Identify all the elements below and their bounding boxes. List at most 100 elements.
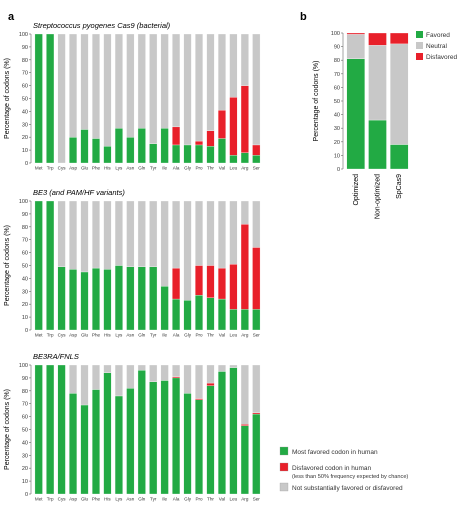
category-label: Ile — [162, 166, 167, 171]
charts-layer: Streptococcus pyogenes Cas9 (bacterial) P… — [4, 21, 409, 502]
legend-panel-b: Favored Neutral Disfavored — [416, 31, 457, 61]
bar-segment-disfavored — [172, 376, 181, 379]
bar-segment-disfavored — [217, 109, 226, 139]
y-tick-label: 50 — [22, 428, 28, 434]
bar-segment-favored — [195, 295, 203, 331]
y-tick-label: 10 — [334, 153, 340, 159]
bar-segment-favored — [34, 33, 43, 164]
bar-segment-neutral — [160, 33, 169, 129]
y-tick-label: 90 — [22, 376, 28, 382]
y-tick-label: 70 — [334, 72, 340, 78]
bar-segment-favored — [46, 33, 55, 164]
bar-segment-disfavored — [229, 264, 238, 310]
category-label: Phe — [92, 497, 101, 502]
category-label: Tyr — [150, 166, 157, 171]
category-label: Met — [35, 497, 43, 502]
category-label: Cys — [58, 333, 67, 338]
bar-segment-neutral — [149, 364, 158, 382]
bar-segment-favored — [252, 155, 261, 164]
bar-segment-favored — [149, 143, 158, 164]
bar-segment-favored — [160, 380, 169, 495]
y-tick-label: 20 — [22, 466, 28, 472]
bar-segment-favored — [240, 309, 249, 331]
category-label: Glu — [81, 166, 89, 171]
bar-segment-disfavored — [229, 97, 238, 156]
bar-segment-favored — [92, 389, 100, 495]
bar-segment-favored — [57, 364, 66, 495]
bar-segment-favored — [172, 144, 181, 164]
bar-segment-favored — [206, 146, 215, 164]
y-tick-label: 100 — [331, 31, 340, 37]
bar-segment-neutral — [137, 33, 146, 129]
bar-segment-favored — [240, 425, 249, 495]
bar-segment-favored — [34, 200, 43, 331]
bar-segment-favored — [69, 137, 78, 164]
bar-segment-favored — [114, 395, 123, 495]
category-label: Leu — [230, 497, 238, 502]
bar-segment-favored — [34, 364, 43, 495]
bar-segment-favored — [114, 128, 123, 164]
legend-swatch-favored — [416, 31, 423, 38]
bar-segment-favored — [126, 137, 135, 164]
bar-segment-favored — [195, 144, 203, 164]
bar-segment-neutral — [229, 364, 238, 368]
bar-segment-neutral — [183, 200, 192, 301]
bar-segment-favored — [172, 298, 181, 331]
category-label: Cys — [58, 166, 67, 171]
category-label: Asn — [126, 333, 134, 338]
bar-segment-neutral — [252, 33, 261, 146]
bar-segment-neutral — [114, 200, 123, 266]
y-axis-label: Percentage of codons (%) — [4, 225, 11, 306]
chart-4: Percentage of codons (%) 0 10 20 30 40 50 60 70 8… — [313, 31, 409, 219]
bar-segment-favored — [137, 370, 146, 495]
bar-segment-neutral — [240, 200, 249, 225]
panel-a-letter: a — [8, 11, 15, 23]
bar-segment-neutral — [183, 364, 192, 394]
y-tick-label: 50 — [22, 264, 28, 270]
bar-segment-neutral — [69, 200, 78, 270]
bar-segment-favored — [46, 200, 55, 331]
y-tick-label: 50 — [334, 99, 340, 105]
bar-segment-favored — [57, 266, 66, 331]
bar-segment-favored — [368, 119, 387, 170]
category-label: Gly — [184, 497, 192, 502]
bar-segment-neutral — [172, 200, 181, 269]
legend-swatch-favored — [279, 446, 289, 456]
bar-segment-favored — [217, 138, 226, 164]
bar-segment-favored — [103, 372, 112, 495]
category-label: Optimized — [353, 174, 360, 206]
bar-segment-favored — [160, 285, 169, 331]
bar-segment-neutral — [240, 364, 249, 425]
bar-segment-favored — [183, 144, 192, 164]
bar-segment-neutral — [149, 200, 158, 267]
bar-segment-favored — [172, 377, 181, 495]
bar-segment-favored — [229, 367, 238, 495]
category-label: Arg — [241, 497, 249, 502]
bar-segment-favored — [103, 269, 112, 331]
y-tick-label: 70 — [22, 71, 28, 77]
category-label: Ala — [173, 333, 180, 338]
bar-segment-disfavored — [195, 140, 203, 146]
y-tick-label: 90 — [22, 45, 28, 51]
category-label: Val — [219, 333, 225, 338]
bar-segment-disfavored — [206, 382, 215, 386]
y-tick-label: 10 — [22, 479, 28, 485]
y-tick-label: 100 — [19, 363, 28, 369]
bar-segment-disfavored — [252, 412, 261, 415]
chart-title: BE3 (and PAM/HF variants) — [33, 188, 125, 197]
category-label: Trp — [47, 166, 54, 171]
category-label: Asn — [126, 166, 134, 171]
category-label: Gln — [138, 333, 146, 338]
category-label: Tyr — [150, 497, 157, 502]
category-label: Cys — [58, 497, 67, 502]
y-tick-label: 0 — [25, 328, 28, 334]
bar-segment-favored — [195, 399, 203, 495]
bar-segment-neutral — [195, 200, 203, 266]
bar-segment-favored — [229, 155, 238, 164]
bar-segment-favored — [252, 309, 261, 331]
y-tick-label: 0 — [25, 492, 28, 498]
bar-segment-favored — [103, 146, 112, 164]
bar-segment-favored — [149, 381, 158, 495]
bar-segment-neutral — [80, 364, 89, 406]
y-tick-label: 40 — [22, 276, 28, 282]
